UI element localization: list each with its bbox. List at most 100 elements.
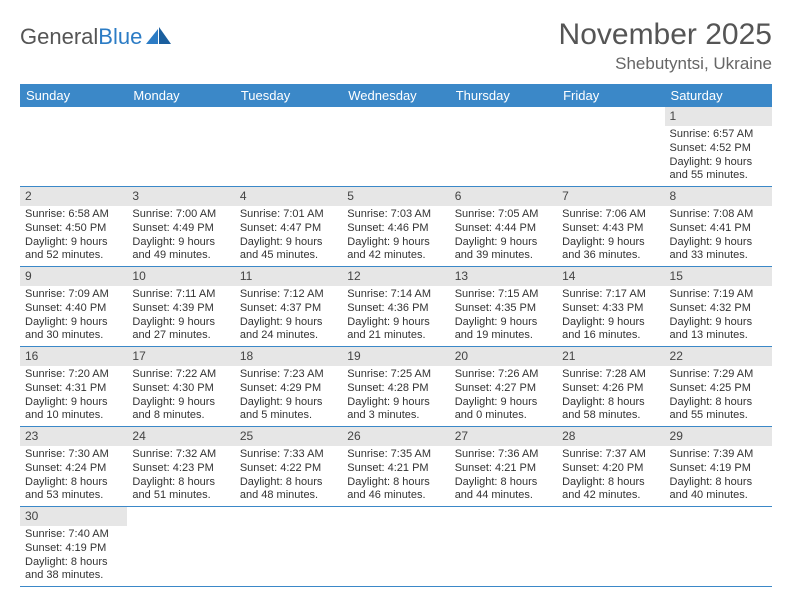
weekday-header: Sunday xyxy=(20,84,127,107)
calendar-day-cell xyxy=(557,107,664,187)
day-details: Sunrise: 7:32 AMSunset: 4:23 PMDaylight:… xyxy=(127,446,234,506)
weekday-header: Friday xyxy=(557,84,664,107)
weekday-header: Thursday xyxy=(450,84,557,107)
calendar-day-cell: 6Sunrise: 7:05 AMSunset: 4:44 PMDaylight… xyxy=(450,187,557,267)
day-details: Sunrise: 7:05 AMSunset: 4:44 PMDaylight:… xyxy=(450,206,557,266)
day-details: Sunrise: 7:15 AMSunset: 4:35 PMDaylight:… xyxy=(450,286,557,346)
weekday-header: Saturday xyxy=(665,84,772,107)
day-details: Sunrise: 7:39 AMSunset: 4:19 PMDaylight:… xyxy=(665,446,772,506)
calendar-day-cell: 4Sunrise: 7:01 AMSunset: 4:47 PMDaylight… xyxy=(235,187,342,267)
day-number: 30 xyxy=(20,507,127,526)
day-number: 6 xyxy=(450,187,557,206)
day-number: 18 xyxy=(235,347,342,366)
day-details: Sunrise: 7:14 AMSunset: 4:36 PMDaylight:… xyxy=(342,286,449,346)
day-details: Sunrise: 7:12 AMSunset: 4:37 PMDaylight:… xyxy=(235,286,342,346)
day-details: Sunrise: 7:20 AMSunset: 4:31 PMDaylight:… xyxy=(20,366,127,426)
day-number: 11 xyxy=(235,267,342,286)
day-number: 4 xyxy=(235,187,342,206)
day-number: 5 xyxy=(342,187,449,206)
day-details: Sunrise: 7:01 AMSunset: 4:47 PMDaylight:… xyxy=(235,206,342,266)
calendar-week-row: 30Sunrise: 7:40 AMSunset: 4:19 PMDayligh… xyxy=(20,507,772,587)
calendar-day-cell xyxy=(450,507,557,587)
day-number: 16 xyxy=(20,347,127,366)
day-details: Sunrise: 7:37 AMSunset: 4:20 PMDaylight:… xyxy=(557,446,664,506)
calendar-day-cell: 30Sunrise: 7:40 AMSunset: 4:19 PMDayligh… xyxy=(20,507,127,587)
calendar-day-cell xyxy=(20,107,127,187)
day-number: 25 xyxy=(235,427,342,446)
calendar-day-cell xyxy=(342,107,449,187)
weekday-header: Wednesday xyxy=(342,84,449,107)
header: GeneralBlue November 2025 Shebutyntsi, U… xyxy=(20,18,772,74)
day-number: 3 xyxy=(127,187,234,206)
calendar-day-cell: 11Sunrise: 7:12 AMSunset: 4:37 PMDayligh… xyxy=(235,267,342,347)
day-details: Sunrise: 7:11 AMSunset: 4:39 PMDaylight:… xyxy=(127,286,234,346)
day-details: Sunrise: 7:25 AMSunset: 4:28 PMDaylight:… xyxy=(342,366,449,426)
calendar-day-cell: 26Sunrise: 7:35 AMSunset: 4:21 PMDayligh… xyxy=(342,427,449,507)
calendar-day-cell: 29Sunrise: 7:39 AMSunset: 4:19 PMDayligh… xyxy=(665,427,772,507)
day-number: 1 xyxy=(665,107,772,126)
calendar-day-cell: 20Sunrise: 7:26 AMSunset: 4:27 PMDayligh… xyxy=(450,347,557,427)
calendar-day-cell: 9Sunrise: 7:09 AMSunset: 4:40 PMDaylight… xyxy=(20,267,127,347)
calendar-day-cell: 22Sunrise: 7:29 AMSunset: 4:25 PMDayligh… xyxy=(665,347,772,427)
day-number: 26 xyxy=(342,427,449,446)
calendar-day-cell: 16Sunrise: 7:20 AMSunset: 4:31 PMDayligh… xyxy=(20,347,127,427)
day-number: 27 xyxy=(450,427,557,446)
calendar-day-cell: 24Sunrise: 7:32 AMSunset: 4:23 PMDayligh… xyxy=(127,427,234,507)
calendar-day-cell: 23Sunrise: 7:30 AMSunset: 4:24 PMDayligh… xyxy=(20,427,127,507)
calendar-day-cell: 25Sunrise: 7:33 AMSunset: 4:22 PMDayligh… xyxy=(235,427,342,507)
day-number: 19 xyxy=(342,347,449,366)
calendar-day-cell xyxy=(450,107,557,187)
calendar-day-cell xyxy=(665,507,772,587)
day-details: Sunrise: 7:28 AMSunset: 4:26 PMDaylight:… xyxy=(557,366,664,426)
calendar-day-cell: 3Sunrise: 7:00 AMSunset: 4:49 PMDaylight… xyxy=(127,187,234,267)
logo: GeneralBlue xyxy=(20,24,172,50)
day-details: Sunrise: 7:22 AMSunset: 4:30 PMDaylight:… xyxy=(127,366,234,426)
logo-text-a: General xyxy=(20,24,98,50)
day-details: Sunrise: 7:35 AMSunset: 4:21 PMDaylight:… xyxy=(342,446,449,506)
day-details: Sunrise: 7:08 AMSunset: 4:41 PMDaylight:… xyxy=(665,206,772,266)
calendar-day-cell xyxy=(235,107,342,187)
calendar-day-cell xyxy=(127,507,234,587)
logo-text-b: Blue xyxy=(98,24,142,50)
calendar-week-row: 9Sunrise: 7:09 AMSunset: 4:40 PMDaylight… xyxy=(20,267,772,347)
calendar-day-cell: 1Sunrise: 6:57 AMSunset: 4:52 PMDaylight… xyxy=(665,107,772,187)
day-number: 12 xyxy=(342,267,449,286)
day-number: 29 xyxy=(665,427,772,446)
calendar-day-cell: 21Sunrise: 7:28 AMSunset: 4:26 PMDayligh… xyxy=(557,347,664,427)
calendar-day-cell: 12Sunrise: 7:14 AMSunset: 4:36 PMDayligh… xyxy=(342,267,449,347)
logo-sail-icon xyxy=(146,27,172,45)
calendar-week-row: 23Sunrise: 7:30 AMSunset: 4:24 PMDayligh… xyxy=(20,427,772,507)
day-number: 20 xyxy=(450,347,557,366)
day-number: 21 xyxy=(557,347,664,366)
day-details: Sunrise: 7:03 AMSunset: 4:46 PMDaylight:… xyxy=(342,206,449,266)
day-details: Sunrise: 6:57 AMSunset: 4:52 PMDaylight:… xyxy=(665,126,772,186)
weekday-header: Monday xyxy=(127,84,234,107)
calendar-day-cell: 10Sunrise: 7:11 AMSunset: 4:39 PMDayligh… xyxy=(127,267,234,347)
day-details: Sunrise: 7:30 AMSunset: 4:24 PMDaylight:… xyxy=(20,446,127,506)
day-details: Sunrise: 7:19 AMSunset: 4:32 PMDaylight:… xyxy=(665,286,772,346)
day-details: Sunrise: 7:17 AMSunset: 4:33 PMDaylight:… xyxy=(557,286,664,346)
calendar-day-cell: 15Sunrise: 7:19 AMSunset: 4:32 PMDayligh… xyxy=(665,267,772,347)
title-block: November 2025 Shebutyntsi, Ukraine xyxy=(559,18,772,74)
calendar-table: Sunday Monday Tuesday Wednesday Thursday… xyxy=(20,84,772,587)
calendar-week-row: 2Sunrise: 6:58 AMSunset: 4:50 PMDaylight… xyxy=(20,187,772,267)
day-number: 8 xyxy=(665,187,772,206)
page-title: November 2025 xyxy=(559,18,772,52)
calendar-day-cell: 17Sunrise: 7:22 AMSunset: 4:30 PMDayligh… xyxy=(127,347,234,427)
calendar-day-cell: 5Sunrise: 7:03 AMSunset: 4:46 PMDaylight… xyxy=(342,187,449,267)
calendar-day-cell: 19Sunrise: 7:25 AMSunset: 4:28 PMDayligh… xyxy=(342,347,449,427)
day-number: 14 xyxy=(557,267,664,286)
calendar-day-cell: 7Sunrise: 7:06 AMSunset: 4:43 PMDaylight… xyxy=(557,187,664,267)
weekday-header-row: Sunday Monday Tuesday Wednesday Thursday… xyxy=(20,84,772,107)
day-details: Sunrise: 7:09 AMSunset: 4:40 PMDaylight:… xyxy=(20,286,127,346)
day-number: 28 xyxy=(557,427,664,446)
calendar-day-cell: 13Sunrise: 7:15 AMSunset: 4:35 PMDayligh… xyxy=(450,267,557,347)
day-details: Sunrise: 7:36 AMSunset: 4:21 PMDaylight:… xyxy=(450,446,557,506)
calendar-week-row: 16Sunrise: 7:20 AMSunset: 4:31 PMDayligh… xyxy=(20,347,772,427)
day-number: 9 xyxy=(20,267,127,286)
day-details: Sunrise: 7:33 AMSunset: 4:22 PMDaylight:… xyxy=(235,446,342,506)
calendar-day-cell: 14Sunrise: 7:17 AMSunset: 4:33 PMDayligh… xyxy=(557,267,664,347)
calendar-day-cell: 27Sunrise: 7:36 AMSunset: 4:21 PMDayligh… xyxy=(450,427,557,507)
calendar-day-cell: 2Sunrise: 6:58 AMSunset: 4:50 PMDaylight… xyxy=(20,187,127,267)
day-details: Sunrise: 7:29 AMSunset: 4:25 PMDaylight:… xyxy=(665,366,772,426)
